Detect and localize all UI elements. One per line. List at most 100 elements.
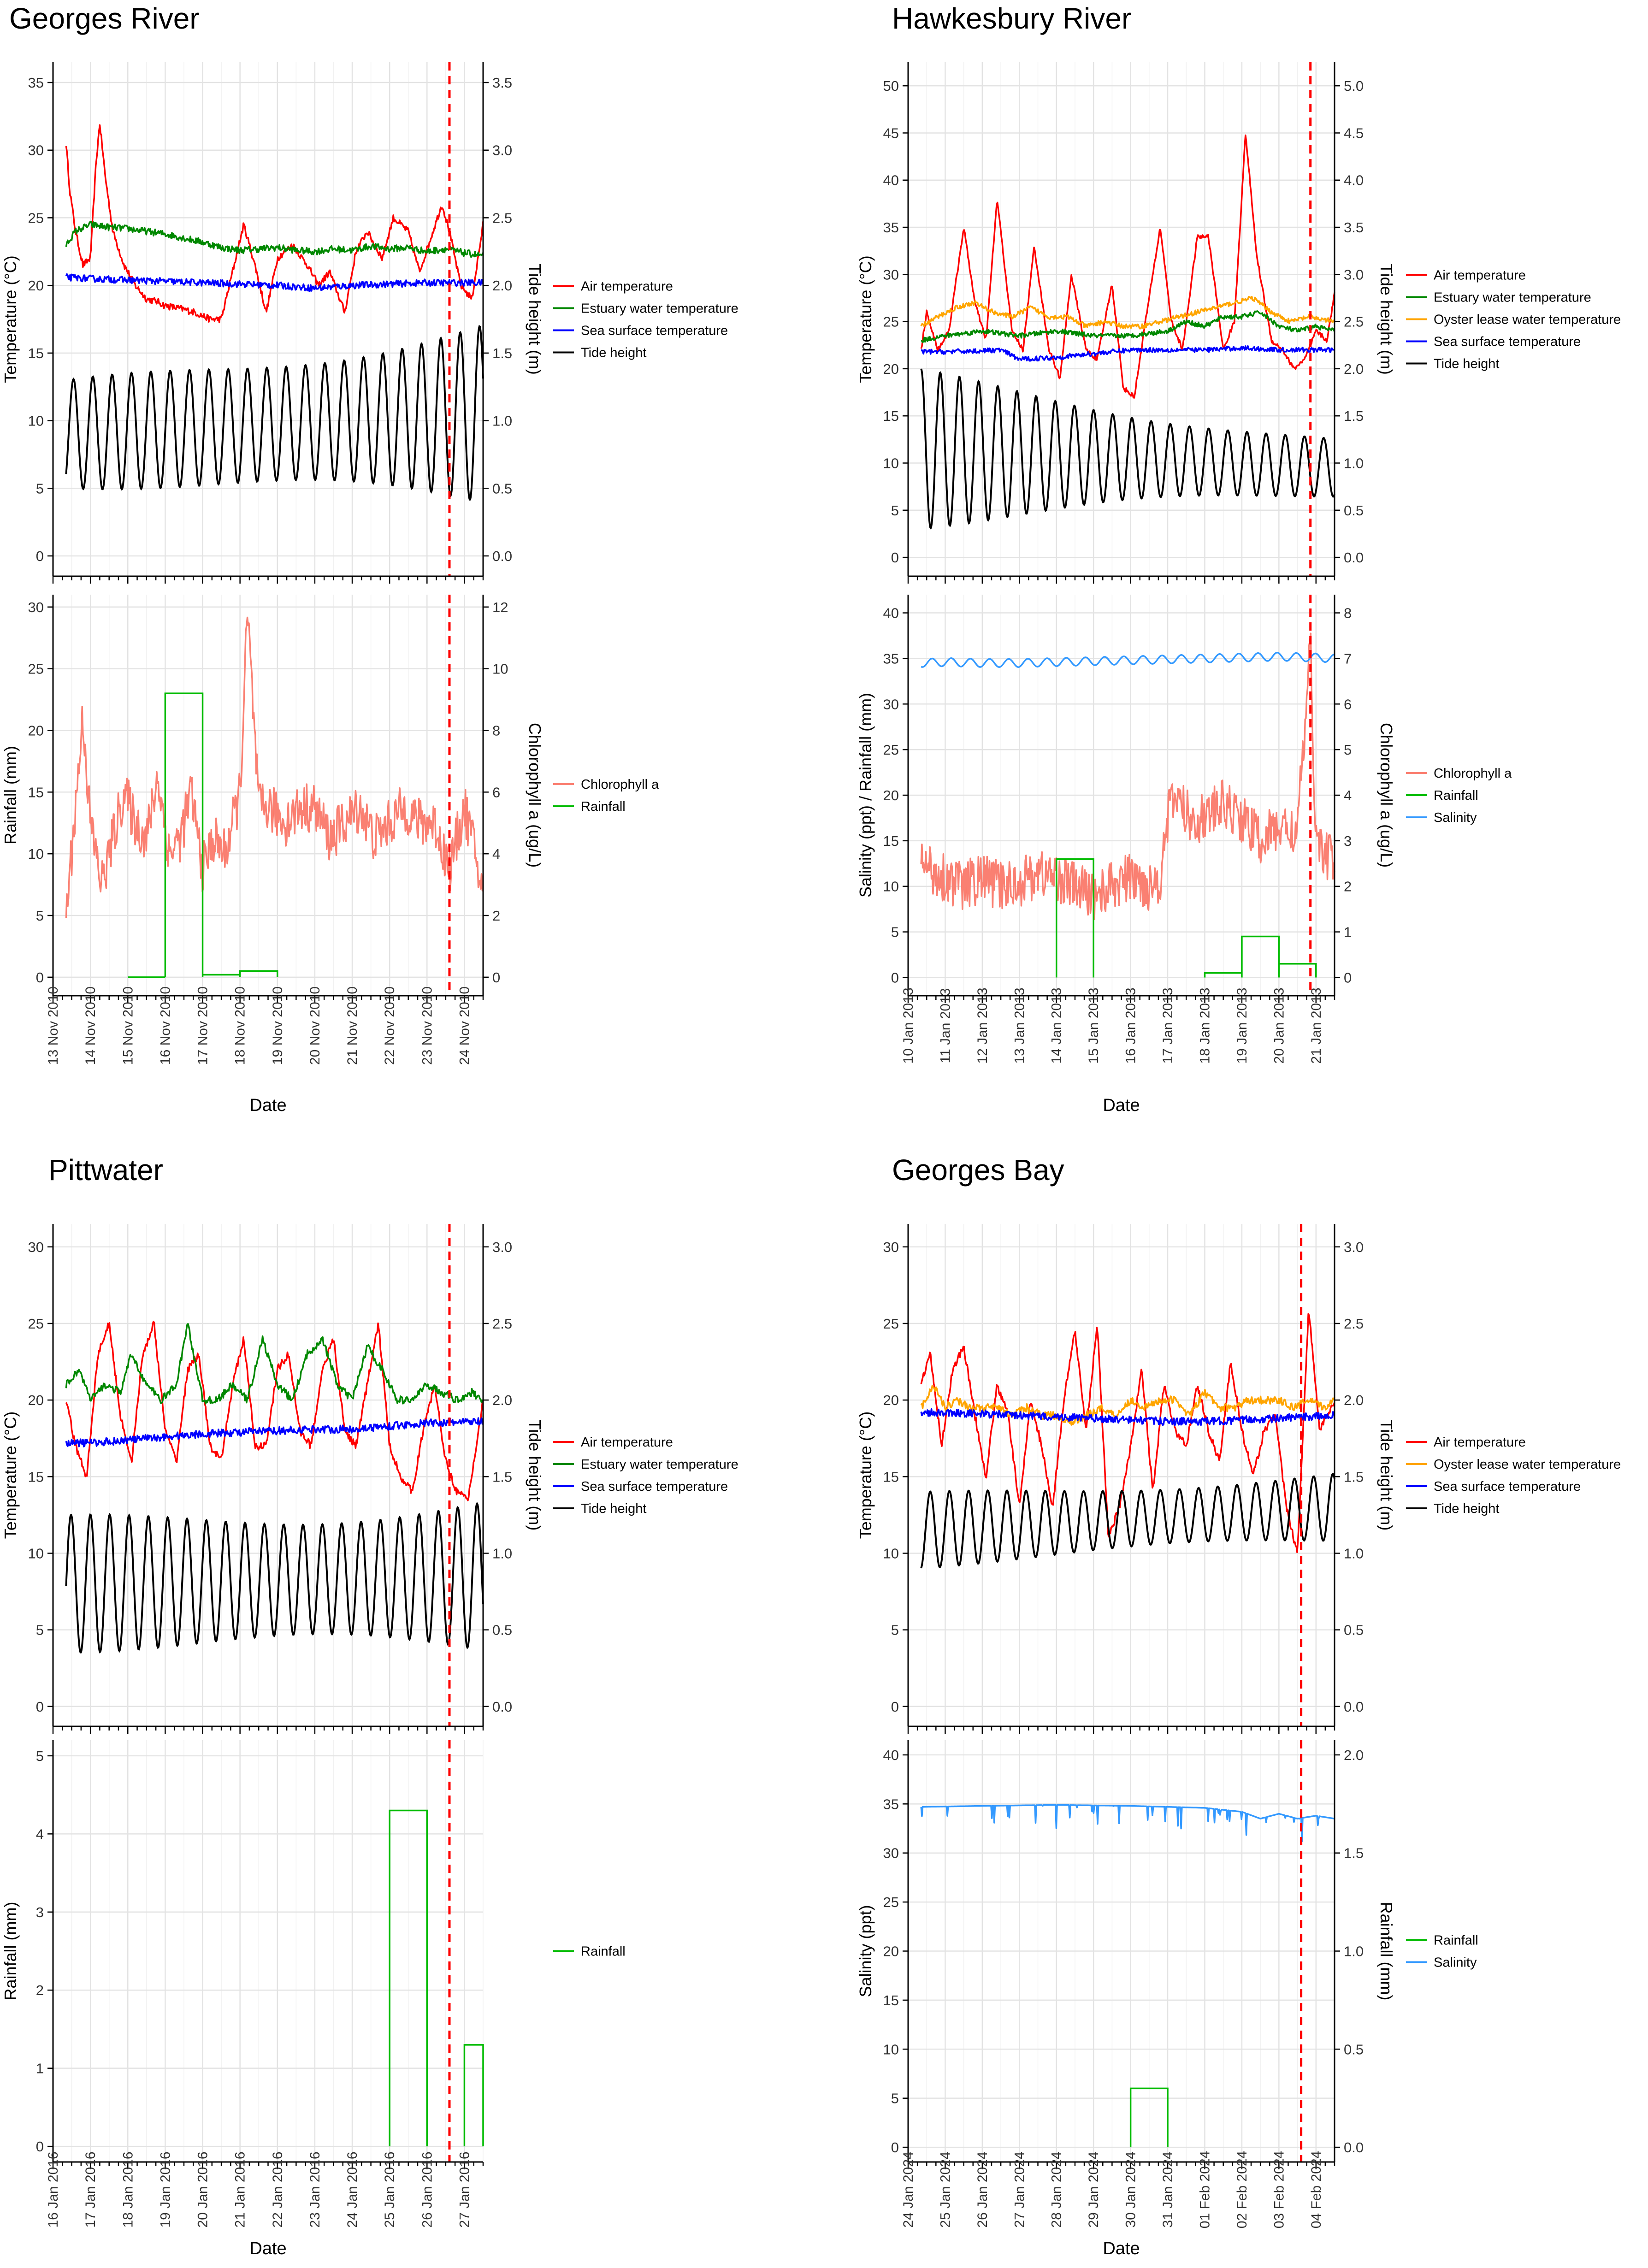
y2-tick-label: 1 — [1344, 924, 1352, 940]
series-oyster-lease-water-temperature — [920, 295, 1335, 330]
y2-tick-label: 2.5 — [492, 210, 512, 226]
series-estuary-water-temperature — [65, 1323, 484, 1405]
y-tick-label: 5 — [891, 2091, 899, 2107]
legend-label: Salinity — [1434, 810, 1477, 825]
panel-title: Georges River — [9, 2, 200, 35]
series-air-temperature — [920, 1313, 1335, 1553]
date-tick-label: 30 Jan 2024 — [1123, 2151, 1139, 2227]
y2-tick-label: 6 — [492, 784, 500, 800]
panel-georges-bay: Georges Bay — [892, 1153, 1064, 1187]
y-axis-label: Temperature (°C) — [856, 255, 875, 383]
date-tick-label: 15 Nov 2010 — [120, 986, 136, 1065]
y2-axis-label: Tide height (m) — [526, 264, 544, 375]
y-tick-label: 20 — [883, 1943, 899, 1960]
y-tick-label: 20 — [883, 361, 899, 377]
y-tick-label: 25 — [28, 1316, 44, 1332]
y2-axis-label: Chlorophyll a (ug/L) — [1377, 723, 1396, 868]
date-tick-label: 23 Nov 2010 — [419, 986, 435, 1065]
y-axis-label: Temperature (°C) — [1, 255, 20, 383]
legend-label: Estuary water temperature — [581, 1457, 738, 1472]
y2-tick-label: 1.0 — [1344, 1943, 1364, 1960]
date-tick-label: 21 Jan 2013 — [1309, 987, 1324, 1063]
y-tick-label: 0 — [36, 548, 44, 564]
panel-title: Hawkesbury River — [892, 2, 1131, 35]
series-rainfall — [128, 692, 278, 978]
legend-label: Tide height — [1434, 1501, 1499, 1516]
y-tick-label: 10 — [883, 1545, 899, 1561]
date-tick-label: 18 Jan 2016 — [120, 2151, 136, 2227]
series-tide-height — [65, 1501, 484, 1654]
y2-tick-label: 5 — [1344, 742, 1352, 758]
series-tide-height — [65, 325, 484, 501]
date-tick-label: 19 Jan 2016 — [158, 2151, 173, 2227]
legend-label: Rainfall — [581, 1944, 626, 1959]
top-panel: 0 5 10 15 20 25 30 35 40 45 50 Temperature (°C) 0.0 0… — [856, 62, 1621, 584]
y2-tick-label: 2.0 — [1344, 361, 1364, 377]
y2-tick-label: 0.0 — [492, 548, 512, 564]
y2-tick-label: 4 — [1344, 787, 1352, 803]
y2-axis-label: Tide height (m) — [1377, 1420, 1396, 1531]
series-estuary-water-temperature — [921, 310, 1335, 343]
panel-title: Georges Bay — [892, 1153, 1064, 1187]
date-tick-label: 26 Jan 2016 — [419, 2151, 435, 2227]
date-tick-label: 03 Feb 2024 — [1271, 2151, 1287, 2228]
date-tick-label: 17 Jan 2016 — [83, 2151, 98, 2227]
y2-tick-label: 1.0 — [492, 413, 512, 429]
series-rainfall — [1129, 2087, 1169, 2148]
y2-tick-label: 1.5 — [1344, 1469, 1364, 1485]
y-tick-label: 15 — [28, 1469, 44, 1485]
y-tick-label: 5 — [891, 1622, 899, 1638]
x-axis-label: Date — [249, 1096, 286, 1115]
y2-tick-label: 2.5 — [1344, 1316, 1364, 1332]
y2-tick-label: 3.5 — [492, 75, 512, 91]
y2-tick-label: 12 — [492, 599, 508, 615]
y2-tick-label: 2.0 — [492, 1392, 512, 1408]
date-tick-label: 04 Feb 2024 — [1309, 2151, 1324, 2228]
y-tick-label: 5 — [36, 1622, 44, 1638]
series-oyster-lease-water-temperature — [920, 1385, 1335, 1426]
y2-tick-label: 0.0 — [1344, 549, 1364, 566]
series-air-temperature — [65, 124, 484, 324]
y2-tick-label: 2 — [492, 908, 500, 924]
legend-label: Chlorophyll a — [581, 777, 659, 792]
y-tick-label: 40 — [883, 1747, 899, 1763]
bottom-panel: 0 1 2 3 4 5 Rainfall (mm) Rainfall — [1, 1740, 626, 2169]
y-tick-label: 5 — [891, 924, 899, 940]
date-tick-label: 16 Jan 2016 — [46, 2151, 61, 2227]
y-tick-label: 30 — [883, 1239, 899, 1255]
date-tick-label: 24 Jan 2016 — [345, 2151, 360, 2227]
date-tick-label: 22 Nov 2010 — [382, 986, 397, 1065]
y-axis-label: Temperature (°C) — [856, 1412, 875, 1539]
y-tick-label: 10 — [28, 846, 44, 862]
y-tick-label: 25 — [28, 661, 44, 677]
legend-label: Sea surface temperature — [581, 1479, 728, 1494]
legend-label: Tide height — [581, 346, 646, 360]
y-tick-label: 0 — [36, 969, 44, 986]
date-tick-label: 17 Jan 2013 — [1160, 987, 1175, 1063]
series-chlorophyll-a — [920, 632, 1335, 920]
series-tide-height — [920, 1473, 1335, 1569]
y-tick-label: 45 — [883, 125, 899, 141]
date-tick-label: 16 Jan 2013 — [1123, 987, 1139, 1063]
y-tick-label: 10 — [883, 879, 899, 895]
y-axis-label: Rainfall (mm) — [1, 1902, 20, 2000]
date-tick-label: 20 Jan 2013 — [1271, 987, 1287, 1063]
legend-label: Sea surface temperature — [1434, 1479, 1581, 1494]
y2-tick-label: 2.5 — [492, 1316, 512, 1332]
date-tick-label: 26 Jan 2024 — [975, 2151, 990, 2227]
x-axis-label: Date — [1103, 2239, 1140, 2258]
legend-label: Air temperature — [581, 1435, 673, 1450]
y2-tick-label: 0.0 — [1344, 1699, 1364, 1715]
y-axis-label: Temperature (°C) — [1, 1412, 20, 1539]
y-tick-label: 10 — [28, 413, 44, 429]
date-tick-label: 25 Jan 2016 — [382, 2151, 397, 2227]
date-tick-label: 10 Jan 2013 — [901, 987, 916, 1063]
panel-pittwater: Pittwater — [48, 1153, 163, 1187]
date-tick-label: 14 Nov 2010 — [83, 986, 98, 1065]
y-tick-label: 25 — [883, 1316, 899, 1332]
date-tick-label: 25 Jan 2024 — [938, 2151, 953, 2227]
y-tick-label: 0 — [891, 549, 899, 566]
